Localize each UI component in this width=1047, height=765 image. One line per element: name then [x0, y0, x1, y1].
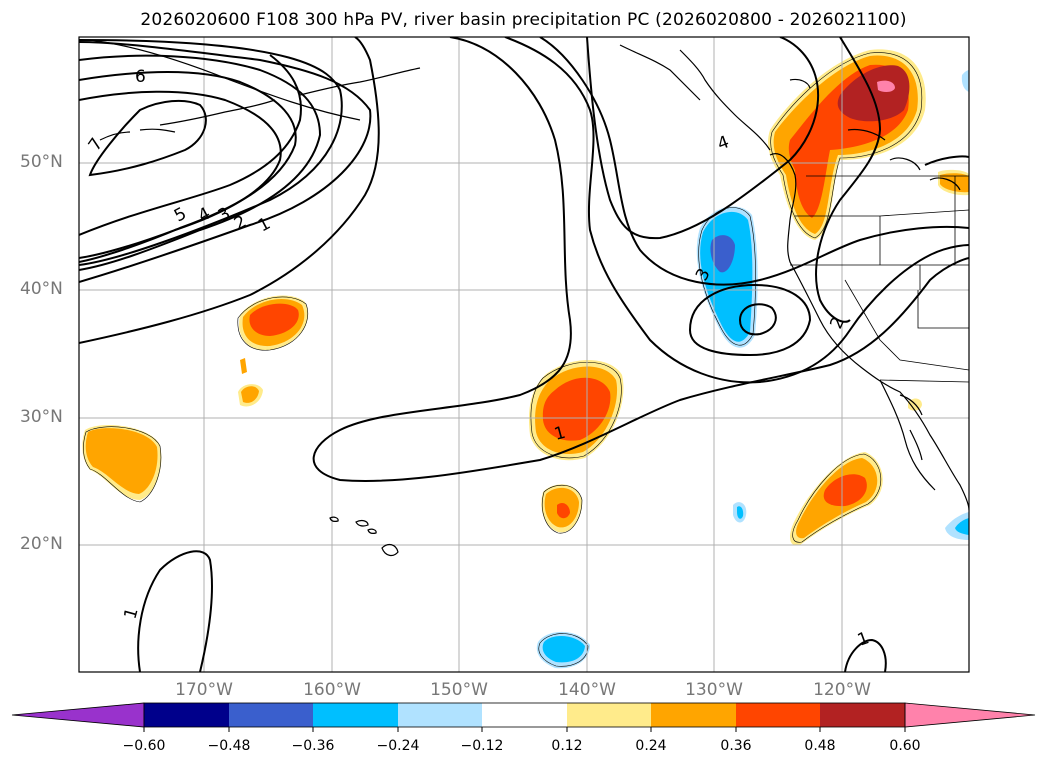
pv-contours	[79, 37, 969, 672]
colorbar-bin	[820, 703, 905, 727]
colorbar-tick-label: −0.60	[122, 738, 166, 754]
colorbar-bin	[567, 703, 651, 727]
lon-label-170w: 170°W	[175, 680, 233, 700]
lat-label-20n: 20°N	[20, 534, 63, 554]
contour-label: 1	[552, 423, 568, 445]
colorbar-tick-label: 0.60	[889, 738, 921, 754]
colorbar	[11, 702, 1036, 732]
lat-label-40n: 40°N	[20, 279, 63, 299]
positive-anomaly-west-2	[82, 425, 162, 500]
colorbar-bin	[736, 703, 820, 727]
coastlines	[89, 39, 969, 557]
colorbar-tick-label: −0.12	[460, 738, 504, 754]
colorbar-tick-label: −0.24	[376, 738, 420, 754]
lat-label-30n: 30°N	[20, 407, 63, 427]
colorbar-bin	[398, 703, 482, 727]
colorbar-tick-label: −0.36	[291, 738, 335, 754]
lon-label-120w: 120°W	[813, 680, 871, 700]
colorbar-bin	[144, 703, 229, 727]
contour-label: 1	[121, 606, 143, 622]
positive-anomaly-baja	[789, 452, 883, 546]
contour-label: 6	[135, 67, 146, 87]
lon-label-160w: 160°W	[303, 680, 361, 700]
colorbar-tick-label: 0.24	[635, 738, 667, 754]
colorbar-bin	[313, 703, 398, 727]
positive-anomaly-central-pacific	[528, 360, 624, 461]
map-frame	[78, 36, 970, 673]
colorbar-tick-label: 0.48	[804, 738, 836, 754]
map-title: 2026020600 F108 300 hPa PV, river basin …	[140, 10, 907, 30]
lat-label-50n: 50°N	[20, 152, 63, 172]
colorbar-bin	[482, 703, 567, 727]
colorbar-max-extend	[904, 702, 1036, 728]
lon-label-140w: 140°W	[558, 680, 616, 700]
colorbar-tick-label: 0.12	[551, 738, 583, 754]
lon-label-130w: 130°W	[685, 680, 743, 700]
colorbar-tick-label: −0.48	[207, 738, 251, 754]
colorbar-bin	[651, 703, 736, 727]
positive-anomaly-west-1	[239, 295, 309, 351]
graticule	[79, 37, 969, 672]
colorbar-bin	[229, 703, 313, 727]
colorbar-tick-label: 0.36	[720, 738, 752, 754]
borders	[790, 175, 969, 383]
positive-anomaly-pacific-northwest	[768, 49, 926, 241]
precip-shading	[82, 49, 969, 669]
positive-anomaly-south	[541, 484, 583, 533]
lon-label-150w: 150°W	[430, 680, 488, 700]
colorbar-min-extend	[11, 702, 145, 728]
map-panel: 6 7 5 4 3 2 1 4 3 2 1 1 1	[79, 37, 969, 672]
